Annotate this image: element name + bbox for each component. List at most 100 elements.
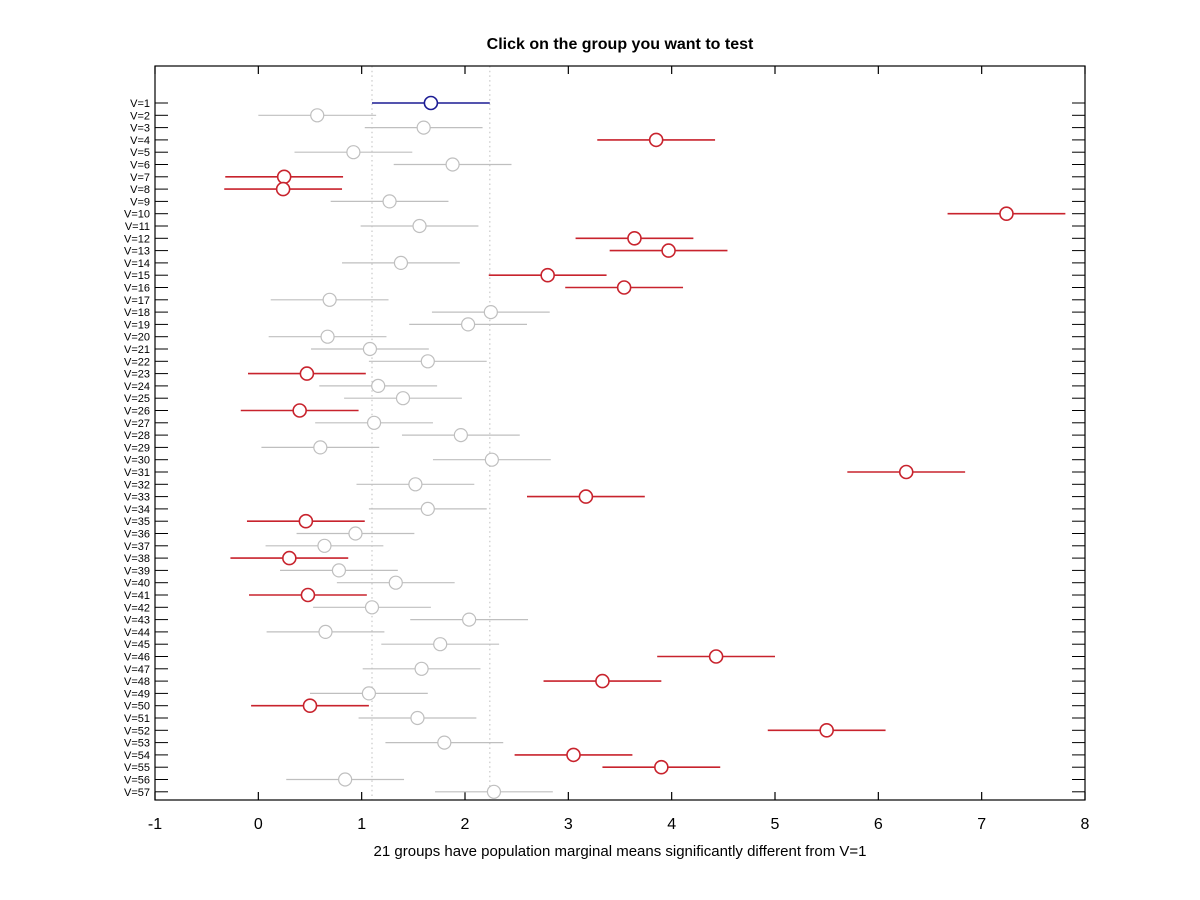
group-mean-marker[interactable] — [433, 637, 448, 652]
group-row-V=37[interactable] — [265, 538, 384, 553]
group-row-V=52[interactable] — [767, 722, 886, 738]
group-row-V=20[interactable] — [268, 329, 387, 344]
group-mean-marker[interactable] — [420, 354, 435, 369]
group-mean-marker[interactable] — [616, 280, 632, 295]
group-mean-marker[interactable] — [310, 108, 325, 123]
group-mean-marker[interactable] — [566, 747, 581, 763]
group-mean-marker[interactable] — [708, 649, 724, 664]
group-row-V=26[interactable] — [240, 403, 359, 418]
group-row-V=13[interactable] — [609, 243, 728, 258]
group-row-V=14[interactable] — [342, 255, 460, 270]
group-row-V=5[interactable] — [294, 145, 413, 160]
group-row-V=51[interactable] — [358, 710, 477, 726]
group-mean-marker[interactable] — [462, 612, 477, 627]
group-mean-marker[interactable] — [393, 255, 409, 270]
group-row-V=53[interactable] — [385, 735, 504, 750]
group-row-V=8[interactable] — [224, 181, 343, 197]
group-row-V=35[interactable] — [246, 513, 365, 529]
group-mean-marker[interactable] — [300, 587, 316, 603]
group-mean-marker[interactable] — [388, 575, 403, 590]
group-mean-marker[interactable] — [317, 538, 332, 553]
group-mean-marker[interactable] — [302, 698, 318, 714]
group-mean-marker[interactable] — [313, 440, 328, 455]
group-row-V=55[interactable] — [602, 759, 721, 775]
group-row-V=47[interactable] — [362, 661, 481, 676]
group-mean-marker[interactable] — [423, 95, 439, 111]
group-mean-marker[interactable] — [486, 784, 502, 799]
group-row-V=9[interactable] — [330, 194, 449, 209]
group-mean-marker[interactable] — [999, 206, 1014, 221]
group-row-V=7[interactable] — [225, 169, 344, 185]
group-row-V=3[interactable] — [364, 120, 483, 135]
group-row-V=40[interactable] — [336, 575, 455, 590]
group-mean-marker[interactable] — [322, 292, 337, 307]
group-row-V=54[interactable] — [514, 747, 633, 763]
group-mean-marker[interactable] — [595, 673, 610, 689]
group-mean-marker[interactable] — [362, 341, 378, 357]
group-mean-marker[interactable] — [414, 661, 429, 676]
group-mean-marker[interactable] — [437, 735, 452, 750]
group-row-V=39[interactable] — [280, 563, 398, 578]
group-row-V=48[interactable] — [543, 673, 662, 689]
group-mean-marker[interactable] — [661, 243, 676, 258]
group-row-V=28[interactable] — [401, 428, 520, 443]
group-row-V=46[interactable] — [657, 649, 775, 664]
group-mean-marker[interactable] — [395, 391, 411, 406]
group-row-V=41[interactable] — [249, 587, 367, 603]
group-mean-marker[interactable] — [282, 550, 297, 566]
group-mean-marker[interactable] — [410, 710, 425, 726]
group-row-V=22[interactable] — [368, 354, 487, 369]
group-row-V=19[interactable] — [409, 317, 527, 332]
group-row-V=23[interactable] — [248, 366, 366, 381]
group-row-V=1[interactable] — [372, 95, 490, 111]
group-row-V=56[interactable] — [286, 772, 405, 787]
group-mean-marker[interactable] — [364, 600, 380, 615]
group-mean-marker[interactable] — [648, 132, 664, 148]
group-mean-marker[interactable] — [453, 428, 468, 443]
group-row-V=21[interactable] — [311, 341, 429, 357]
group-mean-marker[interactable] — [275, 181, 291, 197]
group-mean-marker[interactable] — [348, 526, 363, 541]
group-mean-marker[interactable] — [898, 464, 914, 480]
group-row-V=36[interactable] — [296, 526, 415, 541]
group-mean-marker[interactable] — [408, 477, 423, 492]
group-row-V=15[interactable] — [488, 267, 607, 283]
group-mean-marker[interactable] — [483, 305, 498, 320]
group-row-V=17[interactable] — [270, 292, 389, 307]
group-row-V=50[interactable] — [251, 698, 369, 714]
group-row-V=32[interactable] — [356, 477, 475, 492]
group-row-V=57[interactable] — [435, 784, 553, 799]
group-mean-marker[interactable] — [338, 772, 353, 787]
group-row-V=42[interactable] — [313, 600, 431, 615]
group-mean-marker[interactable] — [318, 624, 333, 640]
group-mean-marker[interactable] — [366, 415, 382, 430]
group-mean-marker[interactable] — [320, 329, 335, 344]
group-row-V=31[interactable] — [847, 464, 966, 480]
group-row-V=34[interactable] — [368, 501, 487, 516]
group-row-V=49[interactable] — [310, 686, 428, 701]
group-row-V=24[interactable] — [319, 378, 438, 393]
group-mean-marker[interactable] — [484, 452, 499, 467]
group-row-V=6[interactable] — [393, 157, 512, 172]
group-mean-marker[interactable] — [654, 759, 669, 775]
group-mean-marker[interactable] — [445, 157, 460, 172]
group-mean-marker[interactable] — [371, 378, 386, 393]
group-row-V=10[interactable] — [947, 206, 1066, 221]
group-row-V=25[interactable] — [344, 391, 462, 406]
group-mean-marker[interactable] — [416, 120, 431, 135]
group-row-V=45[interactable] — [381, 637, 500, 652]
group-row-V=29[interactable] — [261, 440, 380, 455]
group-row-V=4[interactable] — [597, 132, 716, 148]
group-mean-marker[interactable] — [461, 317, 476, 332]
group-row-V=30[interactable] — [432, 452, 551, 467]
group-row-V=33[interactable] — [527, 489, 645, 504]
group-row-V=2[interactable] — [258, 108, 377, 123]
group-row-V=18[interactable] — [431, 305, 550, 320]
group-mean-marker[interactable] — [298, 513, 314, 529]
group-mean-marker[interactable] — [627, 231, 642, 246]
group-mean-marker[interactable] — [299, 366, 315, 381]
group-row-V=38[interactable] — [230, 550, 349, 566]
group-mean-marker[interactable] — [540, 267, 555, 283]
group-mean-marker[interactable] — [819, 722, 834, 738]
group-mean-marker[interactable] — [346, 145, 361, 160]
